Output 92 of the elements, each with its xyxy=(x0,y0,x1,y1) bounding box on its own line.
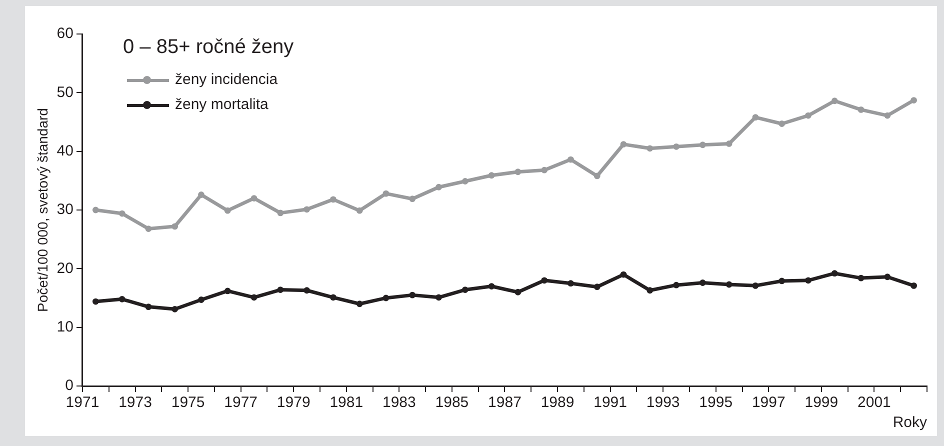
point xyxy=(646,287,654,294)
x-tick-label: 1985 xyxy=(435,394,469,412)
y-tick-label: 30 xyxy=(56,201,74,218)
point xyxy=(726,281,732,288)
point xyxy=(620,271,627,278)
point xyxy=(92,298,99,305)
y-tick-label: 40 xyxy=(56,142,74,160)
point xyxy=(409,292,416,298)
x-tick-label: 1989 xyxy=(540,394,574,412)
point xyxy=(224,288,231,294)
point xyxy=(277,210,284,216)
x-tick-label: 1975 xyxy=(171,394,205,412)
point xyxy=(462,178,468,184)
point xyxy=(568,156,574,163)
point xyxy=(330,294,336,301)
point xyxy=(831,98,838,104)
x-tick-label: 1987 xyxy=(488,394,522,412)
point xyxy=(726,140,732,147)
x-tick-label: 1979 xyxy=(276,394,310,412)
point xyxy=(118,296,126,302)
point xyxy=(118,210,126,217)
point xyxy=(858,274,864,282)
y-tick-label: 0 xyxy=(65,377,74,394)
point xyxy=(382,294,390,302)
y-tick-label: 60 xyxy=(56,25,74,42)
point xyxy=(884,274,891,280)
point xyxy=(594,284,600,290)
x-tick-label: 1995 xyxy=(699,394,733,412)
point xyxy=(277,286,284,293)
point xyxy=(172,223,178,230)
point xyxy=(541,277,548,284)
point xyxy=(514,168,522,176)
point xyxy=(356,300,363,308)
x-tick-label: 1999 xyxy=(804,394,838,412)
x-tick-label: 1977 xyxy=(224,394,258,412)
point xyxy=(304,206,310,213)
point xyxy=(805,277,812,284)
point xyxy=(224,207,231,214)
point xyxy=(910,282,918,289)
point xyxy=(699,142,706,148)
point xyxy=(382,190,390,197)
point xyxy=(462,286,468,293)
point xyxy=(304,287,310,294)
point xyxy=(646,145,654,152)
x-tick-label: 1981 xyxy=(330,394,364,412)
x-tick-label: 1971 xyxy=(66,394,100,412)
point xyxy=(488,172,495,179)
x-tick-label: 1993 xyxy=(646,394,680,412)
y-axis-title: Počet/100 000, svetový štandard xyxy=(34,108,50,312)
point xyxy=(250,195,258,202)
point xyxy=(488,283,495,290)
point xyxy=(172,306,178,312)
point xyxy=(568,280,574,287)
point xyxy=(831,270,838,277)
point xyxy=(673,143,680,150)
point xyxy=(198,296,204,303)
point xyxy=(145,226,152,232)
x-tick-label: 1997 xyxy=(752,394,786,412)
point xyxy=(198,192,204,198)
point xyxy=(92,206,99,214)
point xyxy=(805,112,812,119)
point xyxy=(436,184,442,190)
point xyxy=(409,196,416,202)
point xyxy=(858,106,864,113)
point xyxy=(778,278,786,284)
x-tick-label: 2001 xyxy=(858,394,891,412)
point xyxy=(330,196,336,203)
point xyxy=(752,282,759,289)
point xyxy=(356,207,363,214)
point xyxy=(910,97,918,104)
point xyxy=(778,120,786,127)
legend-title: 0 – 85+ ročné ženy xyxy=(123,36,294,59)
y-tick-label: 10 xyxy=(56,318,74,336)
point xyxy=(436,294,442,301)
y-tick-label: 20 xyxy=(56,260,74,277)
x-tick-label: 1983 xyxy=(382,394,416,412)
y-tick-label: 50 xyxy=(56,84,74,101)
point xyxy=(594,172,600,180)
point xyxy=(884,112,891,119)
point xyxy=(752,114,759,121)
point xyxy=(541,166,548,174)
point xyxy=(620,141,627,148)
x-tick-label: 1991 xyxy=(594,394,627,412)
point xyxy=(250,294,258,301)
x-tick-label: 1973 xyxy=(118,394,152,412)
point xyxy=(145,304,152,310)
point xyxy=(514,288,522,296)
x-axis-title: Roky xyxy=(892,414,928,432)
point xyxy=(673,282,680,288)
point xyxy=(699,280,706,286)
legend-label: ženy incidencia xyxy=(175,71,278,88)
legend-label: ženy mortalita xyxy=(175,96,268,113)
